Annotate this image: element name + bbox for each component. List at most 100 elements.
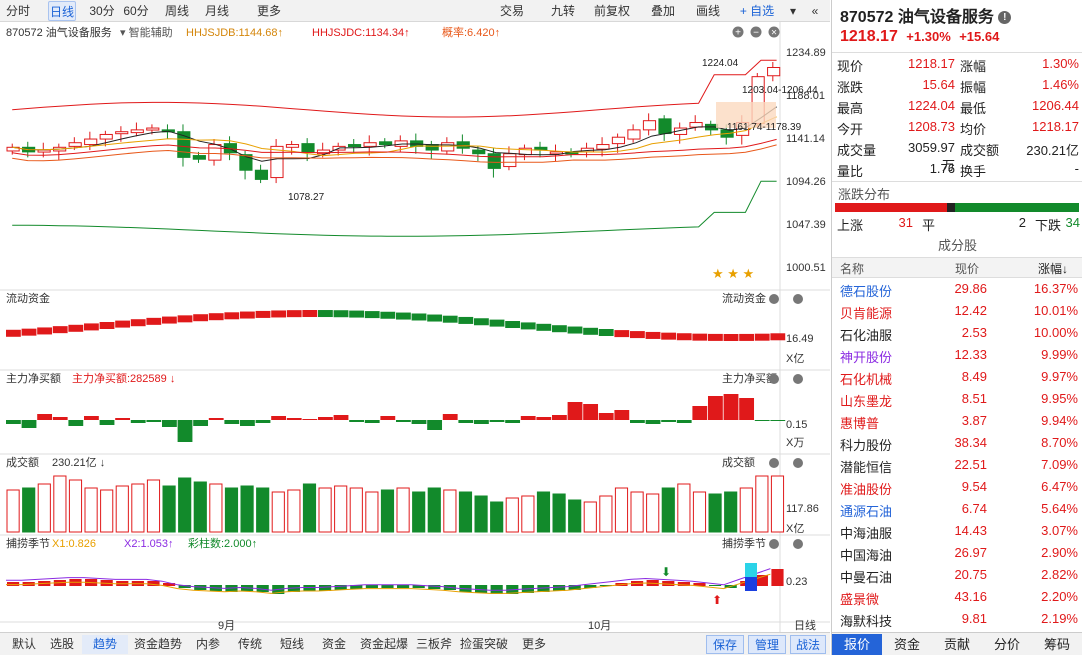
indicator-tab-6[interactable]: 短线	[279, 637, 304, 651]
settings-icon-2[interactable]	[793, 458, 803, 468]
candle[interactable]	[270, 145, 284, 179]
toolbar-action-5[interactable]: + 自选	[739, 4, 775, 18]
kline-chart-area[interactable]: 870572 油气设备服务 ▾ 智能辅助 HHJSJDB:1144.68↑ HHJSJ…	[0, 22, 830, 632]
component-row[interactable]: 贝肯能源 12.42 10.01%	[832, 301, 1082, 322]
indicator-tab-8[interactable]: 资金起爆	[359, 637, 408, 651]
candle[interactable]	[254, 169, 269, 180]
component-name[interactable]: 山东墨龙	[840, 394, 893, 409]
candle[interactable]	[301, 143, 315, 153]
indicator-tab-9[interactable]: 三板斧	[415, 637, 452, 651]
toolbar-action-3[interactable]: 叠加	[650, 4, 675, 18]
bottom-action-2[interactable]: 战法	[790, 635, 826, 654]
toolbar-action-1[interactable]: 九转	[550, 4, 575, 18]
candle[interactable]	[611, 136, 626, 145]
candle[interactable]	[549, 151, 563, 155]
component-row[interactable]: 准油股份 9.54 6.47%	[832, 477, 1082, 498]
candle[interactable]	[68, 142, 82, 147]
component-name[interactable]: 惠博普	[840, 416, 880, 431]
kline-chart-svg[interactable]: 870572 油气设备服务 ▾ 智能辅助 HHJSJDB:1144.68↑ HHJSJ…	[0, 22, 830, 632]
component-row[interactable]: 石化油服 2.53 10.00%	[832, 323, 1082, 344]
toolbar-tab-3[interactable]: 60分	[123, 4, 149, 18]
helper-label[interactable]: ▾ 智能辅助	[120, 25, 173, 39]
toolbar-action-4[interactable]: 画线	[695, 4, 720, 18]
component-name[interactable]: 贝肯能源	[840, 306, 893, 321]
component-name[interactable]: 神开股份	[840, 350, 893, 365]
component-row[interactable]: 中曼石油 20.75 2.82%	[832, 565, 1082, 586]
component-name[interactable]: 中海油服	[840, 526, 893, 541]
indicator-tab-0[interactable]: 默认	[11, 637, 36, 651]
component-name[interactable]: 德石股份	[840, 284, 893, 299]
candle[interactable]	[441, 142, 455, 152]
component-name[interactable]: 中国海油	[840, 548, 893, 563]
zoom-in-icon[interactable]	[732, 26, 744, 38]
indicator-tab-5[interactable]: 传统	[237, 637, 262, 651]
quote-tab-0[interactable]: 报价	[832, 634, 882, 655]
candle[interactable]	[379, 141, 393, 146]
indicator-tab-3[interactable]: 资金趋势	[133, 637, 182, 651]
toolbar-tab-6[interactable]: 更多	[256, 4, 281, 18]
component-row[interactable]: 惠博普 3.87 9.94%	[832, 411, 1082, 432]
candle[interactable]	[84, 138, 98, 146]
toolbar-tab-2[interactable]: 30分	[89, 4, 115, 18]
period-label[interactable]: 日线	[794, 618, 816, 632]
toolbar-tab-5[interactable]: 月线	[204, 4, 229, 18]
component-row[interactable]: 海默科技 9.81 2.19%	[832, 609, 1082, 630]
component-row[interactable]: 石化机械 8.49 9.97%	[832, 367, 1082, 388]
component-name[interactable]: 石化机械	[840, 372, 893, 387]
candle[interactable]	[146, 127, 160, 131]
close-icon[interactable]	[768, 26, 780, 38]
settings-icon-2[interactable]	[793, 294, 803, 304]
indicator-tab-4[interactable]: 内参	[195, 637, 220, 651]
candle[interactable]	[192, 155, 206, 160]
candle[interactable]	[208, 144, 222, 161]
component-name[interactable]: 石化油服	[840, 328, 893, 343]
chevron-down-icon[interactable]: ▾	[789, 4, 797, 18]
toolbar-tab-1[interactable]: 日线	[48, 1, 76, 21]
candle[interactable]	[596, 144, 610, 150]
component-name[interactable]: 科力股份	[840, 438, 893, 453]
candle[interactable]	[285, 144, 300, 148]
candle[interactable]	[627, 129, 641, 140]
quote-tab-3[interactable]: 分价	[993, 637, 1020, 652]
component-row[interactable]: 科力股份 38.34 8.70%	[832, 433, 1082, 454]
settings-icon[interactable]	[769, 294, 779, 304]
toolbar-action-0[interactable]: 交易	[499, 4, 524, 18]
candle[interactable]	[239, 154, 253, 171]
component-row[interactable]: 盛景微 43.16 2.20%	[832, 587, 1082, 608]
col-name[interactable]: 名称	[840, 262, 865, 276]
component-name[interactable]: 潜能恒信	[840, 460, 893, 475]
component-row[interactable]: 德石股份 29.86 16.37%	[832, 279, 1082, 300]
zoom-out-icon[interactable]	[750, 26, 762, 38]
indicator-tab-11[interactable]: 更多	[521, 637, 546, 651]
candle[interactable]	[177, 131, 191, 158]
indicator-tab-10[interactable]: 捡蛋突破	[459, 637, 508, 651]
component-row[interactable]: 通源石油 6.74 5.64%	[832, 499, 1082, 520]
indicator-tab-2[interactable]: 趋势	[82, 635, 128, 654]
quote-tab-1[interactable]: 资金	[893, 637, 920, 652]
bottom-action-1[interactable]: 管理	[748, 635, 786, 654]
component-name[interactable]: 海默科技	[840, 614, 893, 629]
component-row[interactable]: 中海油服 14.43 3.07%	[832, 521, 1082, 542]
col-price[interactable]: 现价	[955, 262, 980, 276]
candle[interactable]	[99, 133, 113, 140]
quote-tab-2[interactable]: 贡献	[943, 637, 970, 652]
info-icon[interactable]: !	[998, 11, 1012, 25]
toolbar-tab-4[interactable]: 周线	[164, 4, 189, 18]
candle[interactable]	[115, 131, 129, 135]
collapse-panel-icon[interactable]: «	[811, 4, 819, 18]
component-name[interactable]: 中曼石油	[840, 570, 893, 585]
candle[interactable]	[347, 144, 362, 148]
toolbar-action-2[interactable]: 前复权	[593, 4, 630, 18]
candle[interactable]	[130, 129, 144, 134]
component-name[interactable]: 盛景微	[840, 592, 880, 607]
toolbar-tab-0[interactable]: 分时	[5, 4, 30, 18]
candle[interactable]	[503, 153, 517, 168]
component-row[interactable]: 山东墨龙 8.51 9.95%	[832, 389, 1082, 410]
component-row[interactable]: 神开股份 12.33 9.99%	[832, 345, 1082, 366]
settings-icon[interactable]	[769, 374, 779, 384]
component-row[interactable]: 中国海油 26.97 2.90%	[832, 543, 1082, 564]
component-row[interactable]: 潜能恒信 22.51 7.09%	[832, 455, 1082, 476]
candle[interactable]	[363, 142, 377, 147]
component-name[interactable]: 准油股份	[840, 482, 893, 497]
candle[interactable]	[487, 153, 501, 169]
